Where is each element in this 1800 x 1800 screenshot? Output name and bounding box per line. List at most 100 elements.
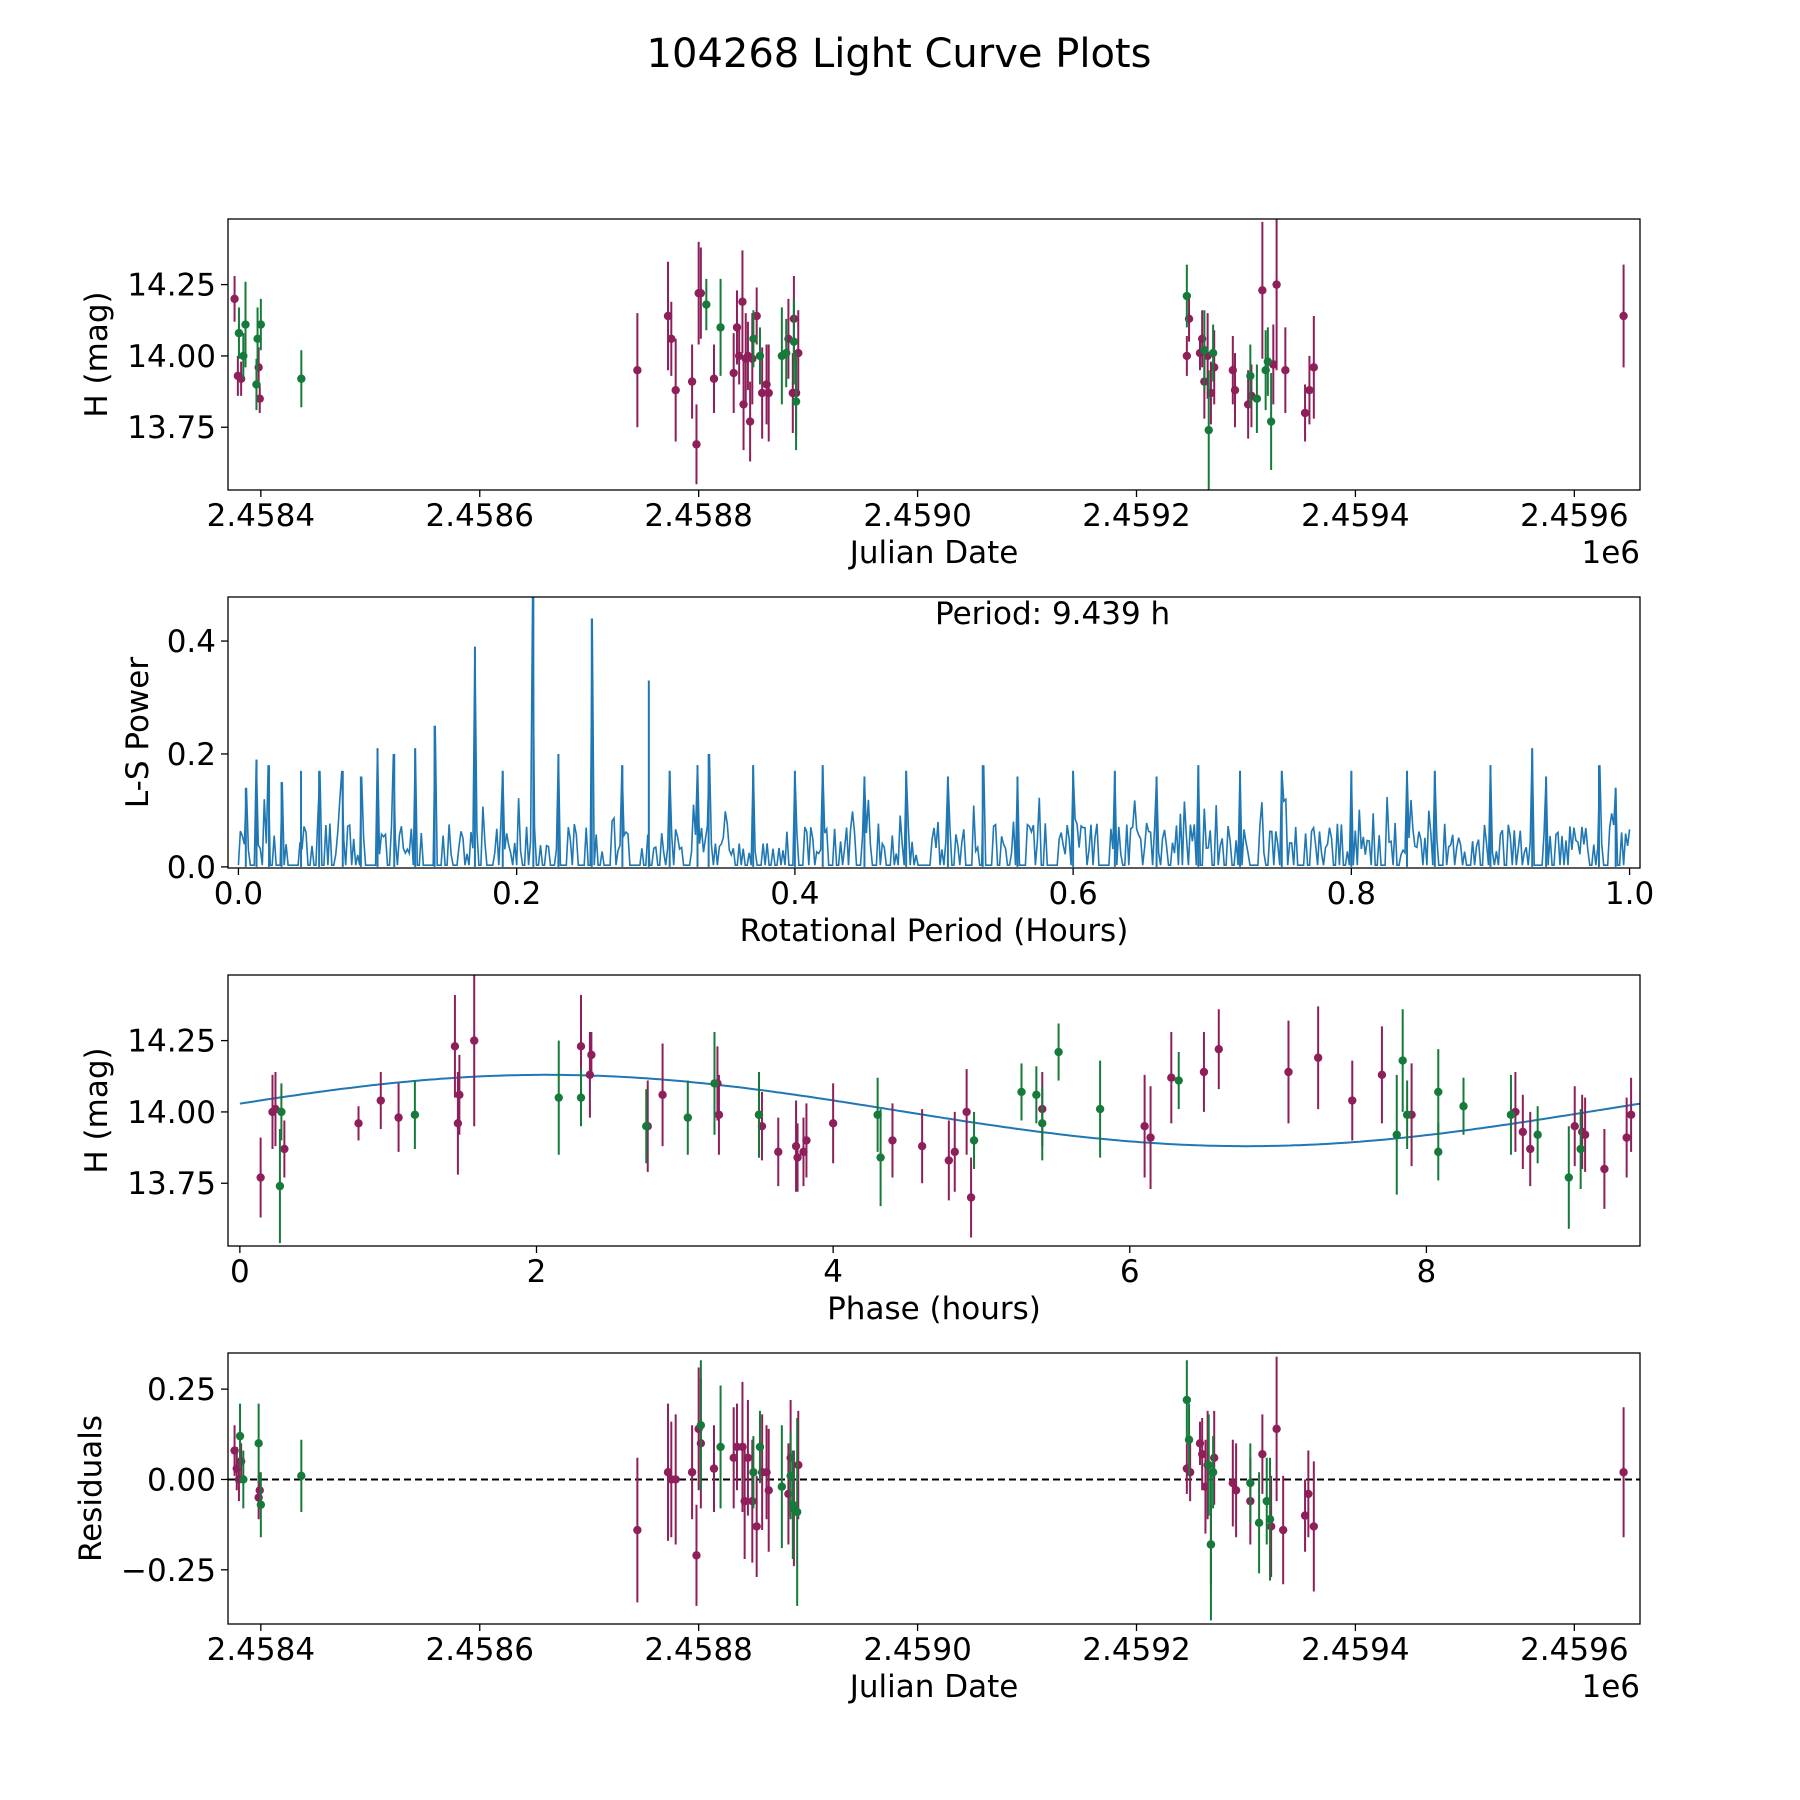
periodogram-panel: Period: 9.439 h 0.0 0.2 0.4 0.6 0.8 1.0 0.0 0.2 0… — [120, 596, 1654, 949]
x-axis-label: Rotational Period (Hours) — [740, 913, 1129, 949]
data-point — [1526, 1144, 1535, 1154]
data-point — [1182, 291, 1192, 301]
data-point — [667, 334, 676, 344]
data-point — [1266, 417, 1276, 426]
data-point — [1184, 1435, 1194, 1444]
data-point — [917, 1141, 927, 1151]
data-point — [1200, 346, 1209, 355]
data-point — [702, 300, 711, 309]
data-point — [1204, 425, 1213, 435]
data-point — [1262, 1496, 1271, 1506]
data-point — [1252, 394, 1262, 403]
data-point — [749, 334, 758, 344]
data-point — [1210, 363, 1219, 372]
x-tick-label: 2.4594 — [1301, 1632, 1409, 1668]
x-tick-label: 2.4590 — [863, 1632, 971, 1668]
data-point — [1600, 1164, 1609, 1174]
data-point — [554, 1093, 563, 1102]
data-point — [748, 1496, 757, 1506]
data-point — [757, 388, 767, 398]
data-point — [1182, 351, 1192, 361]
data-point — [782, 348, 791, 358]
data-point — [789, 337, 799, 346]
y-tick-label: 14.25 — [127, 1024, 216, 1060]
data-point — [1054, 1047, 1063, 1057]
data-point — [683, 1113, 692, 1122]
data-point — [1626, 1110, 1636, 1119]
data-point — [1197, 1449, 1207, 1459]
data-point — [729, 368, 738, 378]
y-axis-label: L-S Power — [120, 657, 156, 808]
x-offset-label: 1e6 — [1581, 535, 1640, 571]
data-point — [297, 374, 306, 383]
data-point — [455, 1090, 464, 1100]
data-point — [633, 1525, 642, 1535]
data-point — [1140, 1121, 1149, 1131]
data-point — [692, 440, 701, 449]
x-tick-label: 1.0 — [1605, 876, 1654, 912]
data-point — [764, 1486, 773, 1495]
data-point — [1258, 286, 1267, 295]
model-fit-curve — [239, 1073, 1640, 1148]
data-point — [252, 380, 261, 389]
data-point — [749, 1468, 758, 1477]
data-point — [1246, 1478, 1255, 1488]
data-point — [1185, 1468, 1195, 1477]
x-tick-label: 0.0 — [214, 876, 263, 912]
data-point — [658, 1090, 667, 1100]
data-point — [1576, 1144, 1585, 1154]
y-tick-label: 14.00 — [127, 1095, 216, 1131]
data-point — [234, 328, 244, 338]
x-tick-label: 2.4592 — [1082, 1632, 1190, 1668]
data-point — [1272, 1424, 1281, 1434]
data-point — [1208, 348, 1218, 358]
data-point — [828, 1119, 838, 1128]
data-point — [280, 1144, 289, 1154]
x-axis-label: Julian Date — [848, 1669, 1019, 1705]
data-point — [755, 1442, 765, 1452]
data-point — [1300, 1511, 1310, 1520]
y-tick-label: −0.25 — [121, 1553, 216, 1589]
data-point — [1017, 1087, 1026, 1097]
y-axis-label: H (mag) — [79, 291, 115, 417]
data-point — [663, 1468, 673, 1477]
y-tick-label: 0.4 — [167, 624, 216, 660]
x-offset-label: 1e6 — [1581, 1669, 1640, 1705]
x-tick-label: 2.4596 — [1520, 1632, 1628, 1668]
data-point — [1258, 1449, 1267, 1459]
data-point — [1167, 1073, 1176, 1082]
data-point — [1434, 1087, 1443, 1097]
data-point — [1580, 1130, 1590, 1139]
data-point — [687, 1468, 697, 1477]
phased-panel: 0 2 4 6 8 13.75 14.00 14.25 Phase (hours) H (mag) — [79, 974, 1641, 1327]
data-point — [1564, 1173, 1574, 1182]
data-point — [709, 374, 719, 383]
figure-title: 104268 Light Curve Plots — [647, 31, 1152, 77]
data-point — [1459, 1102, 1468, 1111]
data-point — [1278, 1525, 1288, 1535]
x-tick-label: 2.4584 — [207, 1632, 315, 1668]
data-point — [1231, 1486, 1241, 1495]
x-tick-label: 6 — [1120, 1254, 1140, 1290]
x-tick-label: 0.6 — [1048, 876, 1097, 912]
data-point — [671, 385, 680, 395]
data-point — [1263, 357, 1273, 366]
data-point — [1281, 365, 1290, 375]
data-point — [1434, 1147, 1443, 1157]
x-tick-label: 0 — [230, 1254, 250, 1290]
x-tick-label: 2.4588 — [644, 1632, 752, 1668]
data-point — [788, 1500, 797, 1509]
data-point — [738, 297, 747, 306]
data-point — [1174, 1076, 1183, 1085]
data-point — [1230, 385, 1240, 395]
data-point — [962, 1107, 971, 1117]
y-axis-label: Residuals — [73, 1415, 109, 1562]
data-point — [1228, 1478, 1238, 1488]
axes-frame — [227, 218, 1641, 491]
x-axis-label: Phase (hours) — [827, 1291, 1041, 1327]
x-tick-label: 2.4586 — [426, 1632, 534, 1668]
data-point — [1619, 1468, 1628, 1477]
data-point — [740, 1496, 749, 1506]
data-point — [777, 1482, 787, 1491]
